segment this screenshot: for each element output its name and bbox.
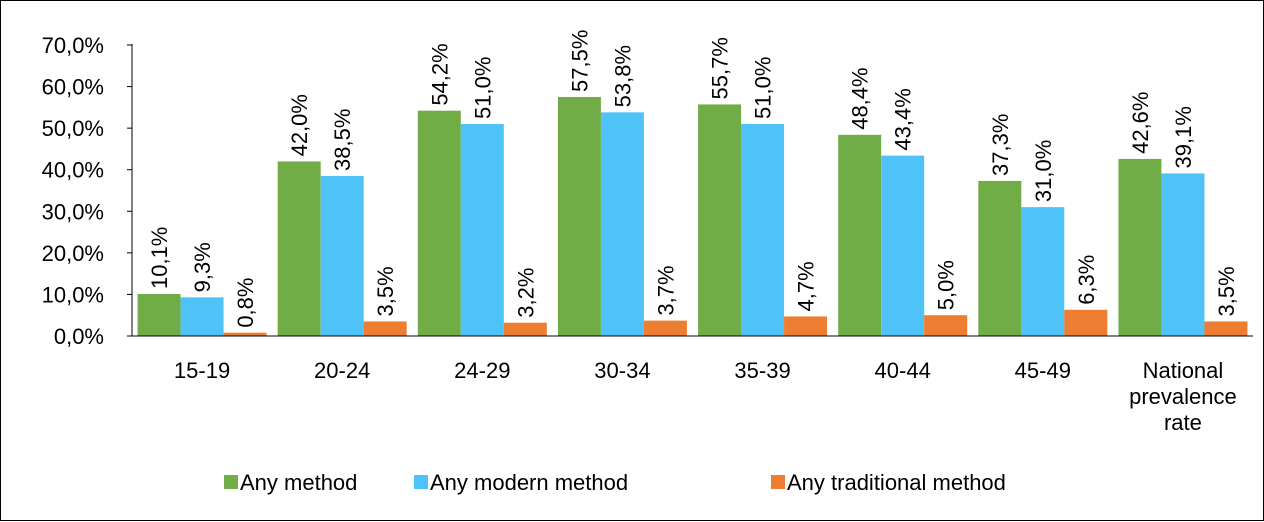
x-category-label-line: 40-44	[875, 358, 931, 383]
data-label: 4,7%	[794, 261, 819, 311]
y-tick-label: 30,0%	[42, 199, 104, 224]
y-tick-label: 70,0%	[42, 33, 104, 58]
data-label: 55,7%	[708, 37, 733, 99]
data-label: 10,1%	[147, 227, 172, 289]
data-label: 5,0%	[934, 260, 959, 310]
x-category-label: 30-34	[594, 358, 650, 383]
bar	[137, 294, 181, 336]
y-tick-label: 20,0%	[42, 241, 104, 266]
bar	[460, 123, 504, 336]
data-label: 53,8%	[610, 45, 635, 107]
y-tick-label: 40,0%	[42, 158, 104, 183]
x-category-label-line: 30-34	[594, 358, 650, 383]
x-category-label-line: 45-49	[1015, 358, 1071, 383]
legend-label: Any method	[240, 470, 357, 495]
x-category-label-line: rate	[1164, 410, 1202, 435]
bar	[557, 96, 601, 336]
data-label: 42,0%	[287, 94, 312, 156]
bar	[363, 321, 407, 336]
data-label: 3,5%	[1214, 266, 1239, 316]
bar	[784, 316, 828, 336]
legend: Any method Any modern method Any tradition…	[224, 470, 1006, 495]
x-category-label: 24-29	[454, 358, 510, 383]
data-label: 51,0%	[751, 57, 776, 119]
bar	[741, 123, 785, 336]
bar	[643, 320, 687, 336]
data-label: 3,2%	[513, 268, 538, 318]
y-tick-label: 50,0%	[42, 116, 104, 141]
bar	[600, 112, 644, 337]
data-label: 9,3%	[190, 242, 215, 292]
bar	[320, 175, 364, 336]
data-label: 3,7%	[653, 265, 678, 315]
bar	[924, 315, 968, 336]
x-axis: 15-19 20-24 24-29 30-34 35-39 40-44 45-49 Natio…	[132, 335, 1253, 435]
bar	[698, 104, 742, 336]
x-category-label-line: 15-19	[174, 358, 230, 383]
data-label: 54,2%	[427, 43, 452, 105]
legend-label: Any traditional method	[787, 470, 1006, 495]
x-category-label-line: 24-29	[454, 358, 510, 383]
data-labels: 10,1% 42,0% 54,2% 57,5% 55,7% 48,4% 37,3% 42,6%…	[147, 30, 1239, 328]
bar	[838, 134, 882, 336]
data-label: 3,5%	[373, 266, 398, 316]
legend-label: Any modern method	[430, 470, 628, 495]
x-category-label: National prevalence rate	[1129, 358, 1237, 435]
data-label: 39,1%	[1171, 106, 1196, 168]
data-label: 42,6%	[1128, 92, 1153, 154]
bar	[1161, 173, 1205, 336]
bar	[503, 322, 547, 336]
data-label: 0,8%	[233, 278, 258, 328]
x-category-label: 15-19	[174, 358, 230, 383]
data-label: 43,4%	[891, 88, 916, 150]
data-label: 6,3%	[1074, 255, 1099, 305]
bar	[881, 155, 925, 336]
data-label: 31,0%	[1031, 140, 1056, 202]
bars	[137, 96, 1248, 337]
data-label: 48,4%	[848, 67, 873, 129]
bar	[1064, 309, 1108, 336]
x-category-label: 20-24	[314, 358, 370, 383]
x-category-label: 35-39	[734, 358, 790, 383]
y-axis: 0,0% 10,0% 20,0% 30,0% 40,0% 50,0% 60,0% 70,0%	[42, 33, 133, 349]
x-category-label-line: 35-39	[734, 358, 790, 383]
bar	[1118, 158, 1162, 336]
bar	[1204, 321, 1248, 336]
x-category-label: 45-49	[1015, 358, 1071, 383]
y-tick-label: 10,0%	[42, 282, 104, 307]
legend-swatch	[414, 475, 428, 489]
legend-swatch	[771, 475, 785, 489]
bar	[978, 180, 1022, 336]
bar	[180, 297, 224, 336]
x-category-label-line: prevalence	[1129, 384, 1237, 409]
data-label: 51,0%	[470, 57, 495, 119]
bar	[277, 161, 321, 336]
x-category-label-line: 20-24	[314, 358, 370, 383]
data-label: 57,5%	[567, 30, 592, 92]
bar	[417, 110, 461, 336]
data-label: 38,5%	[330, 109, 355, 171]
y-tick-label: 60,0%	[42, 75, 104, 100]
y-tick-label: 0,0%	[54, 324, 104, 349]
bar	[1021, 207, 1065, 336]
x-category-label: 40-44	[875, 358, 931, 383]
x-category-label-line: National	[1143, 358, 1224, 383]
legend-swatch	[224, 475, 238, 489]
data-label: 37,3%	[988, 114, 1013, 176]
bar	[223, 332, 267, 336]
